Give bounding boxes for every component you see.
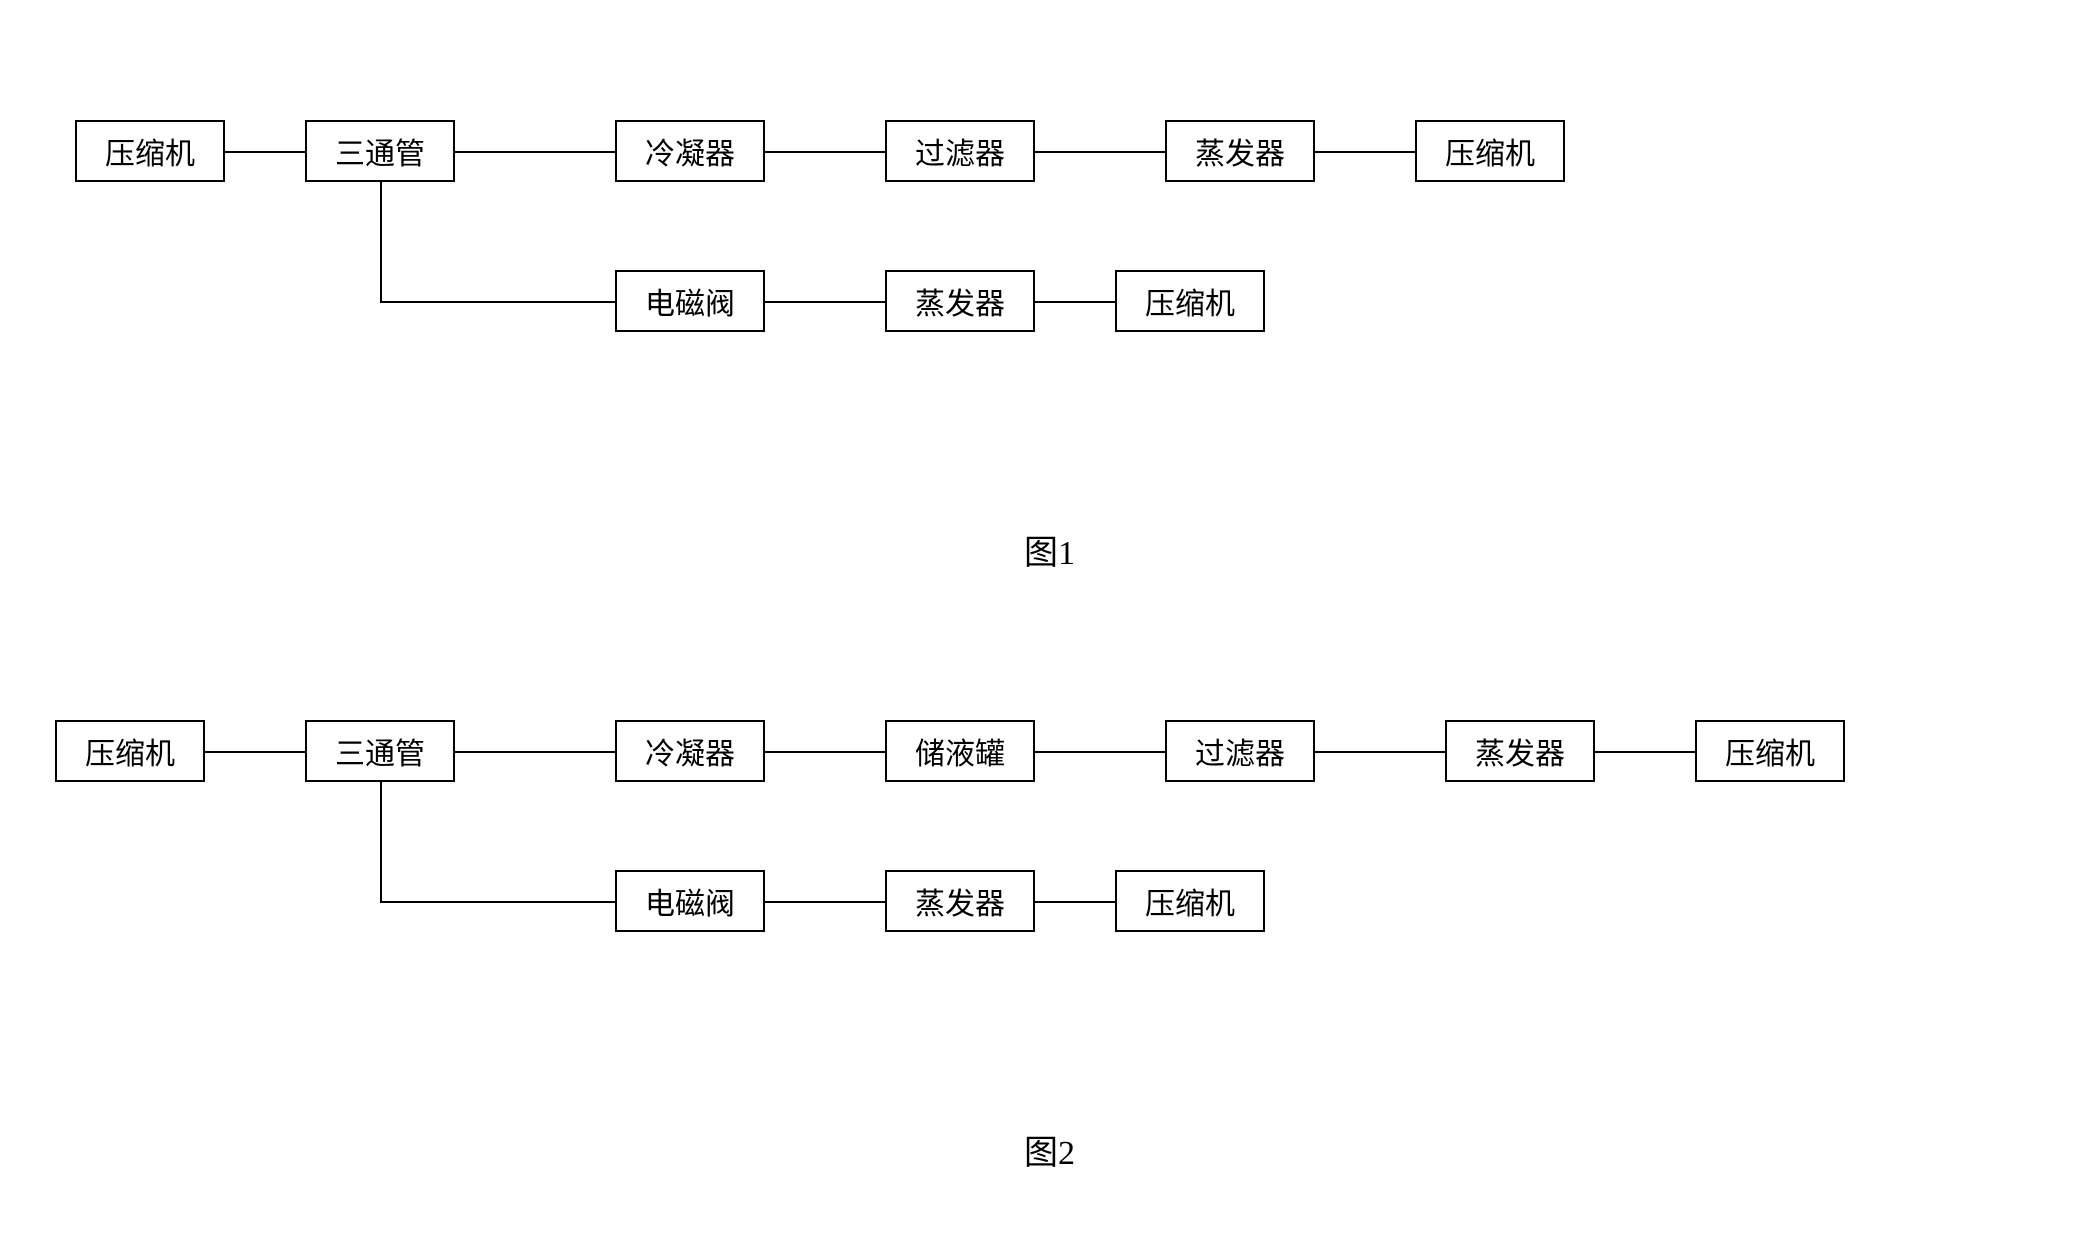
figure-2-label: 图2 (1024, 1125, 1075, 1174)
connector (1035, 901, 1115, 903)
connector (1035, 301, 1115, 303)
connector (1035, 751, 1165, 753)
connector (765, 901, 885, 903)
connector (455, 751, 615, 753)
solenoid-valve: 电磁阀 (615, 270, 765, 332)
compressor-1: 压缩机 (75, 120, 225, 182)
compressor-1: 压缩机 (55, 720, 205, 782)
evaporator-1: 蒸发器 (1445, 720, 1595, 782)
connector (765, 751, 885, 753)
compressor-3: 压缩机 (1115, 870, 1265, 932)
connector (380, 301, 615, 303)
solenoid-valve: 电磁阀 (615, 870, 765, 932)
compressor-2: 压缩机 (1415, 120, 1565, 182)
tee-pipe: 三通管 (305, 720, 455, 782)
figure-1-label: 图1 (1024, 525, 1075, 574)
connector (765, 151, 885, 153)
connector (205, 751, 305, 753)
connector (1315, 751, 1445, 753)
connector (1035, 151, 1165, 153)
tee-pipe: 三通管 (305, 120, 455, 182)
connector (1315, 151, 1415, 153)
evaporator-2: 蒸发器 (885, 270, 1035, 332)
connector (765, 301, 885, 303)
condenser: 冷凝器 (615, 720, 765, 782)
compressor-3: 压缩机 (1115, 270, 1265, 332)
compressor-2: 压缩机 (1695, 720, 1845, 782)
connector-vertical (380, 182, 382, 303)
condenser: 冷凝器 (615, 120, 765, 182)
evaporator-1: 蒸发器 (1165, 120, 1315, 182)
evaporator-2: 蒸发器 (885, 870, 1035, 932)
connector (225, 151, 305, 153)
filter: 过滤器 (885, 120, 1035, 182)
connector-vertical (380, 782, 382, 903)
filter: 过滤器 (1165, 720, 1315, 782)
connector (455, 151, 615, 153)
connector (1595, 751, 1695, 753)
connector (380, 901, 615, 903)
liquid-tank: 储液罐 (885, 720, 1035, 782)
